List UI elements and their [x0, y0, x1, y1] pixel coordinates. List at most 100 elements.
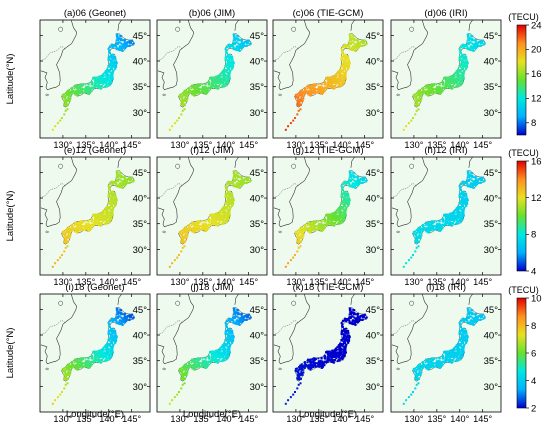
panel-title: (h)12 (IRI) — [424, 145, 467, 156]
island-outline — [162, 367, 167, 371]
panel-title: (c)06 (TIE-GCM) — [293, 8, 364, 19]
sakhalin-coastline — [117, 294, 122, 305]
colorbar-unit: (TECU) — [508, 285, 539, 295]
lon-tick-label: 145° — [473, 414, 492, 422]
tec-station-points — [51, 170, 135, 268]
lat-tick-label: 40° — [250, 331, 265, 342]
lon-tick-label: 135° — [309, 277, 328, 287]
tec-station-points — [168, 33, 252, 131]
country-border — [157, 319, 183, 336]
lat-tick-label: 45° — [366, 31, 381, 42]
lat-tick-label: 45° — [250, 31, 265, 42]
lon-tick-label: 140° — [332, 414, 351, 422]
map-panel: (a)06 (Geonet) 45° 40° 35° 30° 130° 135° 140° 14… — [39, 8, 151, 150]
lon-tick-label: 130° — [286, 277, 305, 287]
lat-tick-label: 40° — [250, 194, 265, 205]
lat-tick-label: 45° — [484, 305, 499, 316]
lon-tick-label: 130° — [404, 414, 423, 422]
colorbar-tick-label: 16 — [531, 69, 542, 80]
panel-title: (f)12 (JIM) — [190, 145, 234, 156]
colorbar: (TECU) 4 8 12 16 — [508, 148, 541, 277]
lon-tick-label: 130° — [53, 277, 72, 287]
lon-tick-label: 130° — [170, 277, 189, 287]
y-axis-label: Latitude(°N) — [5, 191, 16, 242]
tec-station-points — [284, 33, 368, 131]
lat-tick-label: 35° — [366, 356, 381, 367]
lat-tick-label: 45° — [133, 31, 148, 42]
lake-outline — [58, 26, 64, 32]
country-border — [157, 182, 183, 199]
map-frame — [39, 156, 151, 276]
map-frame — [39, 293, 151, 413]
sakhalin-coastline — [234, 157, 239, 168]
colorbar-tick-label: 6 — [531, 348, 536, 359]
lon-tick-label: 145° — [473, 140, 492, 150]
lon-tick-label: 145° — [122, 277, 141, 287]
country-border — [391, 45, 417, 62]
map-frame — [390, 156, 502, 276]
x-axis-label: Longitude(°E) — [66, 409, 124, 420]
lon-tick-label: 145° — [239, 414, 258, 422]
island-outline — [278, 93, 283, 97]
lat-tick-label: 30° — [133, 108, 148, 119]
lat-tick-label: 35° — [484, 82, 499, 93]
colorbar-tick-label: 8 — [531, 230, 536, 241]
asia-coastline — [391, 157, 429, 228]
map-panel: (e)12 (Geonet) 45° 40° 35° 30° 130° 135° 140° 14… — [39, 145, 151, 287]
country-border — [273, 45, 299, 62]
map-frame — [156, 293, 268, 413]
lat-tick-label: 45° — [133, 305, 148, 316]
lat-tick-label: 40° — [133, 194, 148, 205]
lat-tick-label: 40° — [484, 331, 499, 342]
asia-coastline — [273, 20, 311, 91]
sakhalin-coastline — [350, 294, 355, 305]
colorbar-scale — [516, 160, 527, 272]
asia-coastline — [157, 294, 195, 365]
lon-tick-label: 140° — [450, 277, 469, 287]
map-panel: (i)18 (Geonet) 45° 40° 35° 30° 130° 135° 140° 14… — [39, 282, 151, 422]
lat-tick-label: 40° — [366, 57, 381, 68]
lon-tick-label: 145° — [122, 414, 141, 422]
lat-tick-label: 30° — [484, 245, 499, 256]
map-frame — [390, 19, 502, 139]
colorbar-unit: (TECU) — [508, 12, 539, 22]
map-frame — [272, 156, 384, 276]
colorbar-tick-label: 8 — [531, 118, 536, 129]
asia-coastline — [40, 20, 78, 91]
lat-tick-label: 35° — [250, 82, 265, 93]
tec-station-points — [284, 170, 368, 268]
panel-title: (a)06 (Geonet) — [64, 8, 126, 19]
panel-title: (d)06 (IRI) — [424, 8, 467, 19]
y-axis-label: Latitude(°N) — [5, 328, 16, 379]
sakhalin-coastline — [117, 157, 122, 168]
colorbar-scale — [516, 24, 527, 136]
country-border — [40, 45, 66, 62]
map-frame — [156, 156, 268, 276]
lat-tick-label: 45° — [366, 168, 381, 179]
lake-outline — [291, 300, 297, 306]
lon-tick-label: 135° — [193, 277, 212, 287]
map-frame — [156, 19, 268, 139]
lake-outline — [291, 26, 297, 32]
sakhalin-coastline — [350, 157, 355, 168]
tec-station-points — [402, 170, 486, 268]
island-outline — [396, 230, 401, 234]
lat-tick-label: 45° — [484, 31, 499, 42]
lon-tick-label: 135° — [309, 414, 328, 422]
panel-title: (g)12 (TIE-GCM) — [292, 145, 363, 156]
x-axis-label: Longitude(°E) — [299, 409, 357, 420]
map-panel: (l)18 (IRI) 45° 40° 35° 30° 130° 135° 140° 145° — [390, 282, 502, 422]
tec-station-points — [168, 307, 252, 405]
map-frame — [390, 293, 502, 413]
lon-tick-label: 135° — [76, 414, 95, 422]
panel-title: (j)18 (JIM) — [190, 282, 233, 293]
panel-title: (b)06 (JIM) — [189, 8, 235, 19]
country-border — [391, 182, 417, 199]
lon-tick-label: 145° — [473, 277, 492, 287]
lake-outline — [409, 26, 415, 32]
map-panel: (b)06 (JIM) 45° 40° 35° 30° 130° 135° 140° 145° — [156, 8, 268, 150]
lat-tick-label: 30° — [250, 108, 265, 119]
sakhalin-coastline — [468, 20, 473, 31]
map-frame — [272, 19, 384, 139]
x-axis-label: Longitude(°E) — [183, 409, 241, 420]
